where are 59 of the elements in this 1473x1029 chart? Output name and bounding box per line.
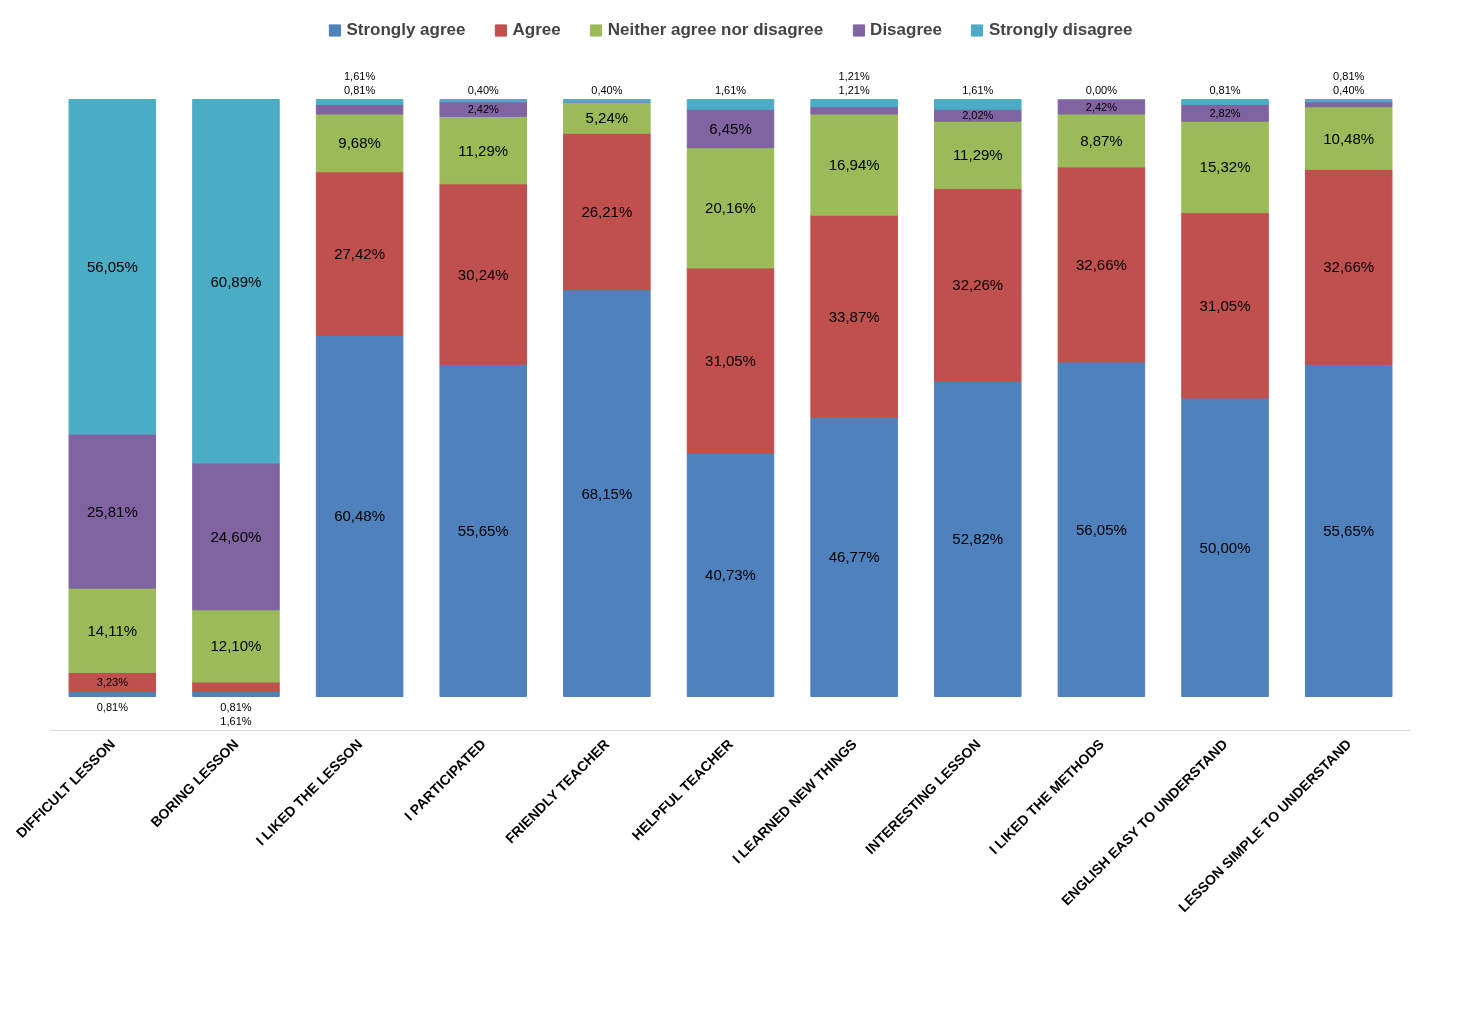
data-label: 8,87% [1080, 131, 1123, 149]
data-label: 11,29% [458, 141, 509, 159]
data-label: 56,05% [1075, 520, 1127, 538]
data-label: 14,11% [87, 621, 138, 639]
data-label: 31,05% [1199, 296, 1251, 314]
data-label: 33,87% [828, 307, 880, 325]
data-label: 0,81% [1209, 83, 1241, 96]
legend-label: Neither agree nor disagree [607, 20, 824, 40]
legend-label: Strongly disagree [988, 20, 1133, 40]
data-label: 56,05% [86, 258, 138, 276]
data-label: 2,82% [1209, 106, 1241, 119]
data-label: 0,81% [344, 83, 376, 96]
data-label: 2,42% [1085, 100, 1118, 113]
data-label: 0,81% [220, 700, 252, 713]
data-label: 55,65% [457, 521, 509, 539]
data-label: 55,65% [1323, 521, 1375, 539]
data-label: 27,42% [334, 245, 386, 263]
data-label: 32,26% [952, 276, 1004, 294]
data-label: 1,21% [838, 83, 870, 96]
data-label: 60,48% [334, 507, 386, 525]
data-label: 1,61% [714, 83, 747, 96]
data-label: 0,40% [467, 83, 500, 96]
data-label: 3,23% [96, 676, 129, 689]
data-label: 50,00% [1199, 538, 1251, 556]
data-label: 31,05% [705, 352, 756, 370]
data-label: 24,60% [210, 527, 262, 545]
data-label: 10,48% [1323, 129, 1375, 147]
data-label: 2,02% [962, 109, 994, 122]
data-label: 32,66% [1323, 258, 1375, 276]
data-label: 1,21% [838, 69, 870, 82]
data-label: 16,94% [828, 156, 880, 174]
data-label: 0,40% [591, 83, 623, 96]
data-label: 26,21% [581, 202, 633, 220]
data-label: 12,10% [210, 637, 262, 655]
data-label: 5,24% [585, 109, 629, 127]
legend-label: Disagree [870, 20, 942, 40]
data-label: 1,61% [962, 83, 994, 96]
data-label: 1,61% [344, 69, 376, 82]
data-label: 0,40% [1333, 83, 1365, 96]
data-label: 1,61% [220, 714, 252, 727]
data-label: 60,89% [210, 272, 262, 290]
data-label: 52,82% [952, 530, 1004, 548]
data-label: 9,68% [338, 134, 381, 152]
data-label: 0,81% [96, 700, 129, 713]
data-label: 25,81% [86, 502, 138, 520]
data-label: 0,00% [1085, 83, 1118, 96]
legend-label: Agree [512, 20, 561, 40]
data-label: 20,16% [705, 199, 756, 217]
data-label: 0,81% [1333, 69, 1365, 82]
data-label: 2,42% [467, 103, 500, 116]
data-label: 68,15% [581, 484, 633, 502]
data-label: 6,45% [709, 119, 752, 137]
data-label: 15,32% [1199, 158, 1251, 176]
data-label: 46,77% [828, 548, 880, 566]
legend-label: Strongly agree [346, 20, 466, 40]
data-label: 40,73% [705, 566, 756, 584]
data-label: 30,24% [457, 265, 509, 283]
data-label: 32,66% [1075, 255, 1127, 273]
data-label: 11,29% [952, 146, 1003, 164]
